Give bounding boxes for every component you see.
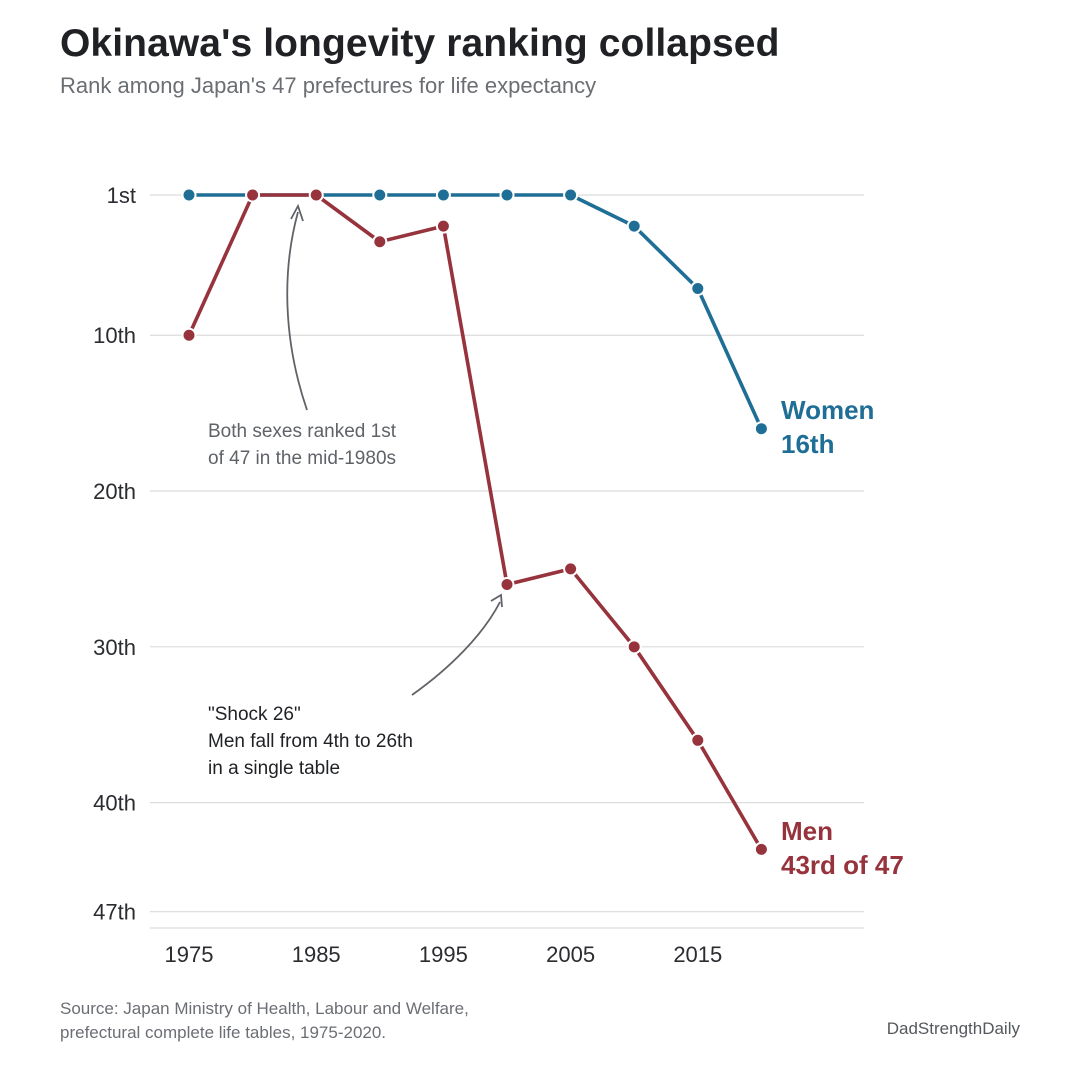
- end-label-line: 16th: [781, 429, 834, 459]
- y-tick-label: 47th: [93, 900, 136, 925]
- annotation-arrow-shock-26: [411, 601, 501, 696]
- annotation-text-mid-1980s: of 47 in the mid-1980s: [208, 448, 396, 469]
- source-line-2: prefectural complete life tables, 1975-2…: [60, 1023, 387, 1042]
- annotations: Both sexes ranked 1st of 47 in the mid-19…: [208, 203, 503, 779]
- data-point-men-1990: [372, 234, 388, 250]
- data-point-men-2015: [690, 732, 706, 748]
- data-point-women-2015: [690, 280, 706, 296]
- y-tick-label: 1st: [107, 183, 136, 208]
- data-point-men-1980: [245, 187, 261, 203]
- data-point-women-2010: [626, 218, 642, 234]
- annotation-arrowhead-mid-1980s: [290, 203, 304, 222]
- data-series: [181, 187, 769, 857]
- end-label-line: Men: [781, 816, 833, 846]
- annotation-arrow-mid-1980s: [286, 211, 308, 411]
- data-point-women-2000: [499, 187, 515, 203]
- chart-title: Okinawa's longevity ranking collapsed: [60, 22, 780, 65]
- x-tick-label: 2015: [673, 942, 722, 967]
- end-label-line: 43rd of 47: [781, 850, 904, 880]
- end-label-men: Men 43rd of 47: [781, 816, 904, 880]
- chart-subtitle: Rank among Japan's 47 prefectures for li…: [60, 73, 597, 98]
- data-point-men-2010: [626, 639, 642, 655]
- source-line-1: Source: Japan Ministry of Health, Labour…: [60, 999, 469, 1018]
- annotation-text-shock-26: in a single table: [208, 758, 340, 779]
- series-line-men: [187, 193, 764, 852]
- x-tick-label: 1985: [292, 942, 341, 967]
- axes: 1st 10th 20th 30th 40th 47th 1975 1985 1995 2005 2…: [93, 183, 864, 967]
- data-point-women-2020: [753, 421, 769, 437]
- series-line-women: [187, 193, 764, 431]
- series-men: [181, 187, 769, 857]
- y-tick-label: 30th: [93, 635, 136, 660]
- data-point-women-1995: [435, 187, 451, 203]
- credit-label: DadStrengthDaily: [886, 1019, 1020, 1038]
- data-point-men-2005: [563, 561, 579, 577]
- end-label-women: Women 16th: [781, 395, 874, 459]
- annotation-text-shock-26: Men fall from 4th to 26th: [208, 731, 413, 752]
- annotation-text-mid-1980s: Both sexes ranked 1st: [208, 421, 397, 442]
- gridlines: [150, 194, 864, 913]
- y-tick-label: 10th: [93, 323, 136, 348]
- data-point-men-2020: [753, 841, 769, 857]
- data-point-men-1985: [308, 187, 324, 203]
- y-tick-label: 40th: [93, 791, 136, 816]
- data-point-women-1975: [181, 187, 197, 203]
- data-point-men-1975: [181, 327, 197, 343]
- data-point-men-2000: [499, 577, 515, 592]
- annotation-text-shock-26: "Shock 26": [208, 704, 301, 725]
- x-tick-label: 1975: [165, 942, 214, 967]
- data-point-women-1990: [372, 187, 388, 203]
- series-end-labels: Women 16th Men 43rd of 47: [781, 395, 904, 880]
- x-tick-label: 1995: [419, 942, 468, 967]
- data-point-women-2005: [563, 187, 579, 203]
- source-note: Source: Japan Ministry of Health, Labour…: [60, 997, 469, 1045]
- end-label-line: Women: [781, 395, 874, 425]
- x-tick-label: 2005: [546, 942, 595, 967]
- annotation-arrowhead-shock-26: [490, 593, 503, 608]
- data-point-men-1995: [435, 218, 451, 234]
- y-tick-label: 20th: [93, 479, 136, 504]
